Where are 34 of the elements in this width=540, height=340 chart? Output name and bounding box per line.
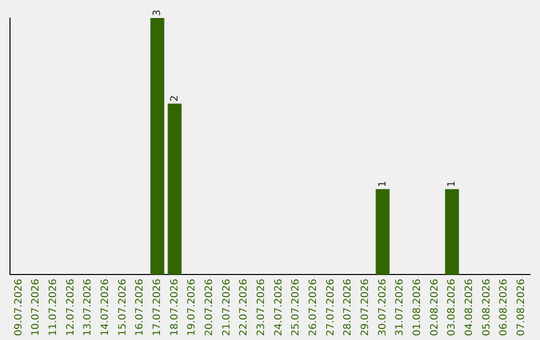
x-tick-label: 17.07.2026: [152, 278, 163, 336]
x-tick-label: 07.08.2026: [516, 278, 527, 336]
x-tick-label: 26.07.2026: [308, 278, 319, 336]
x-tick-label: 05.08.2026: [481, 278, 492, 336]
x-tick-label: 14.07.2026: [100, 278, 111, 336]
x-tick-label: 24.07.2026: [273, 278, 284, 336]
data-label: 2: [169, 95, 180, 102]
data-label: 1: [446, 180, 458, 188]
x-tick-label: 04.08.2026: [464, 278, 475, 336]
x-tick-label: 12.07.2026: [65, 278, 76, 336]
data-label: 3: [152, 10, 163, 16]
x-tick-label: 06.08.2026: [498, 278, 510, 336]
x-tick-label: 28.07.2026: [342, 278, 354, 336]
x-tick-label: 03.08.2026: [446, 278, 458, 336]
x-tick-label: 13.07.2026: [82, 278, 94, 336]
x-tick-label: 29.07.2026: [360, 278, 371, 336]
x-tick-label: 23.07.2026: [256, 278, 267, 336]
x-tick-label: 30.07.2026: [377, 278, 388, 336]
x-tick-label: 22.07.2026: [238, 278, 250, 336]
x-tick-label: 16.07.2026: [134, 278, 146, 336]
x-tick-label: 15.07.2026: [117, 278, 128, 336]
x-tick-label: 20.07.2026: [204, 278, 215, 336]
x-tick-label: 21.07.2026: [221, 278, 232, 336]
x-tick-label: 09.07.2026: [13, 278, 24, 336]
data-label: 1: [377, 180, 388, 188]
x-tick-label: 31.07.2026: [394, 278, 406, 336]
x-tick-label: 01.08.2026: [412, 278, 423, 336]
x-tick-label: 18.07.2026: [169, 278, 180, 336]
x-tick-label: 02.08.2026: [429, 278, 440, 336]
x-tick-label: 27.07.2026: [325, 278, 336, 336]
x-tick-label: 10.07.2026: [30, 278, 42, 336]
x-tick-label: 19.07.2026: [186, 278, 198, 336]
x-tick-label: 11.07.2026: [48, 278, 59, 336]
x-tick-label: 25.07.2026: [290, 278, 302, 336]
